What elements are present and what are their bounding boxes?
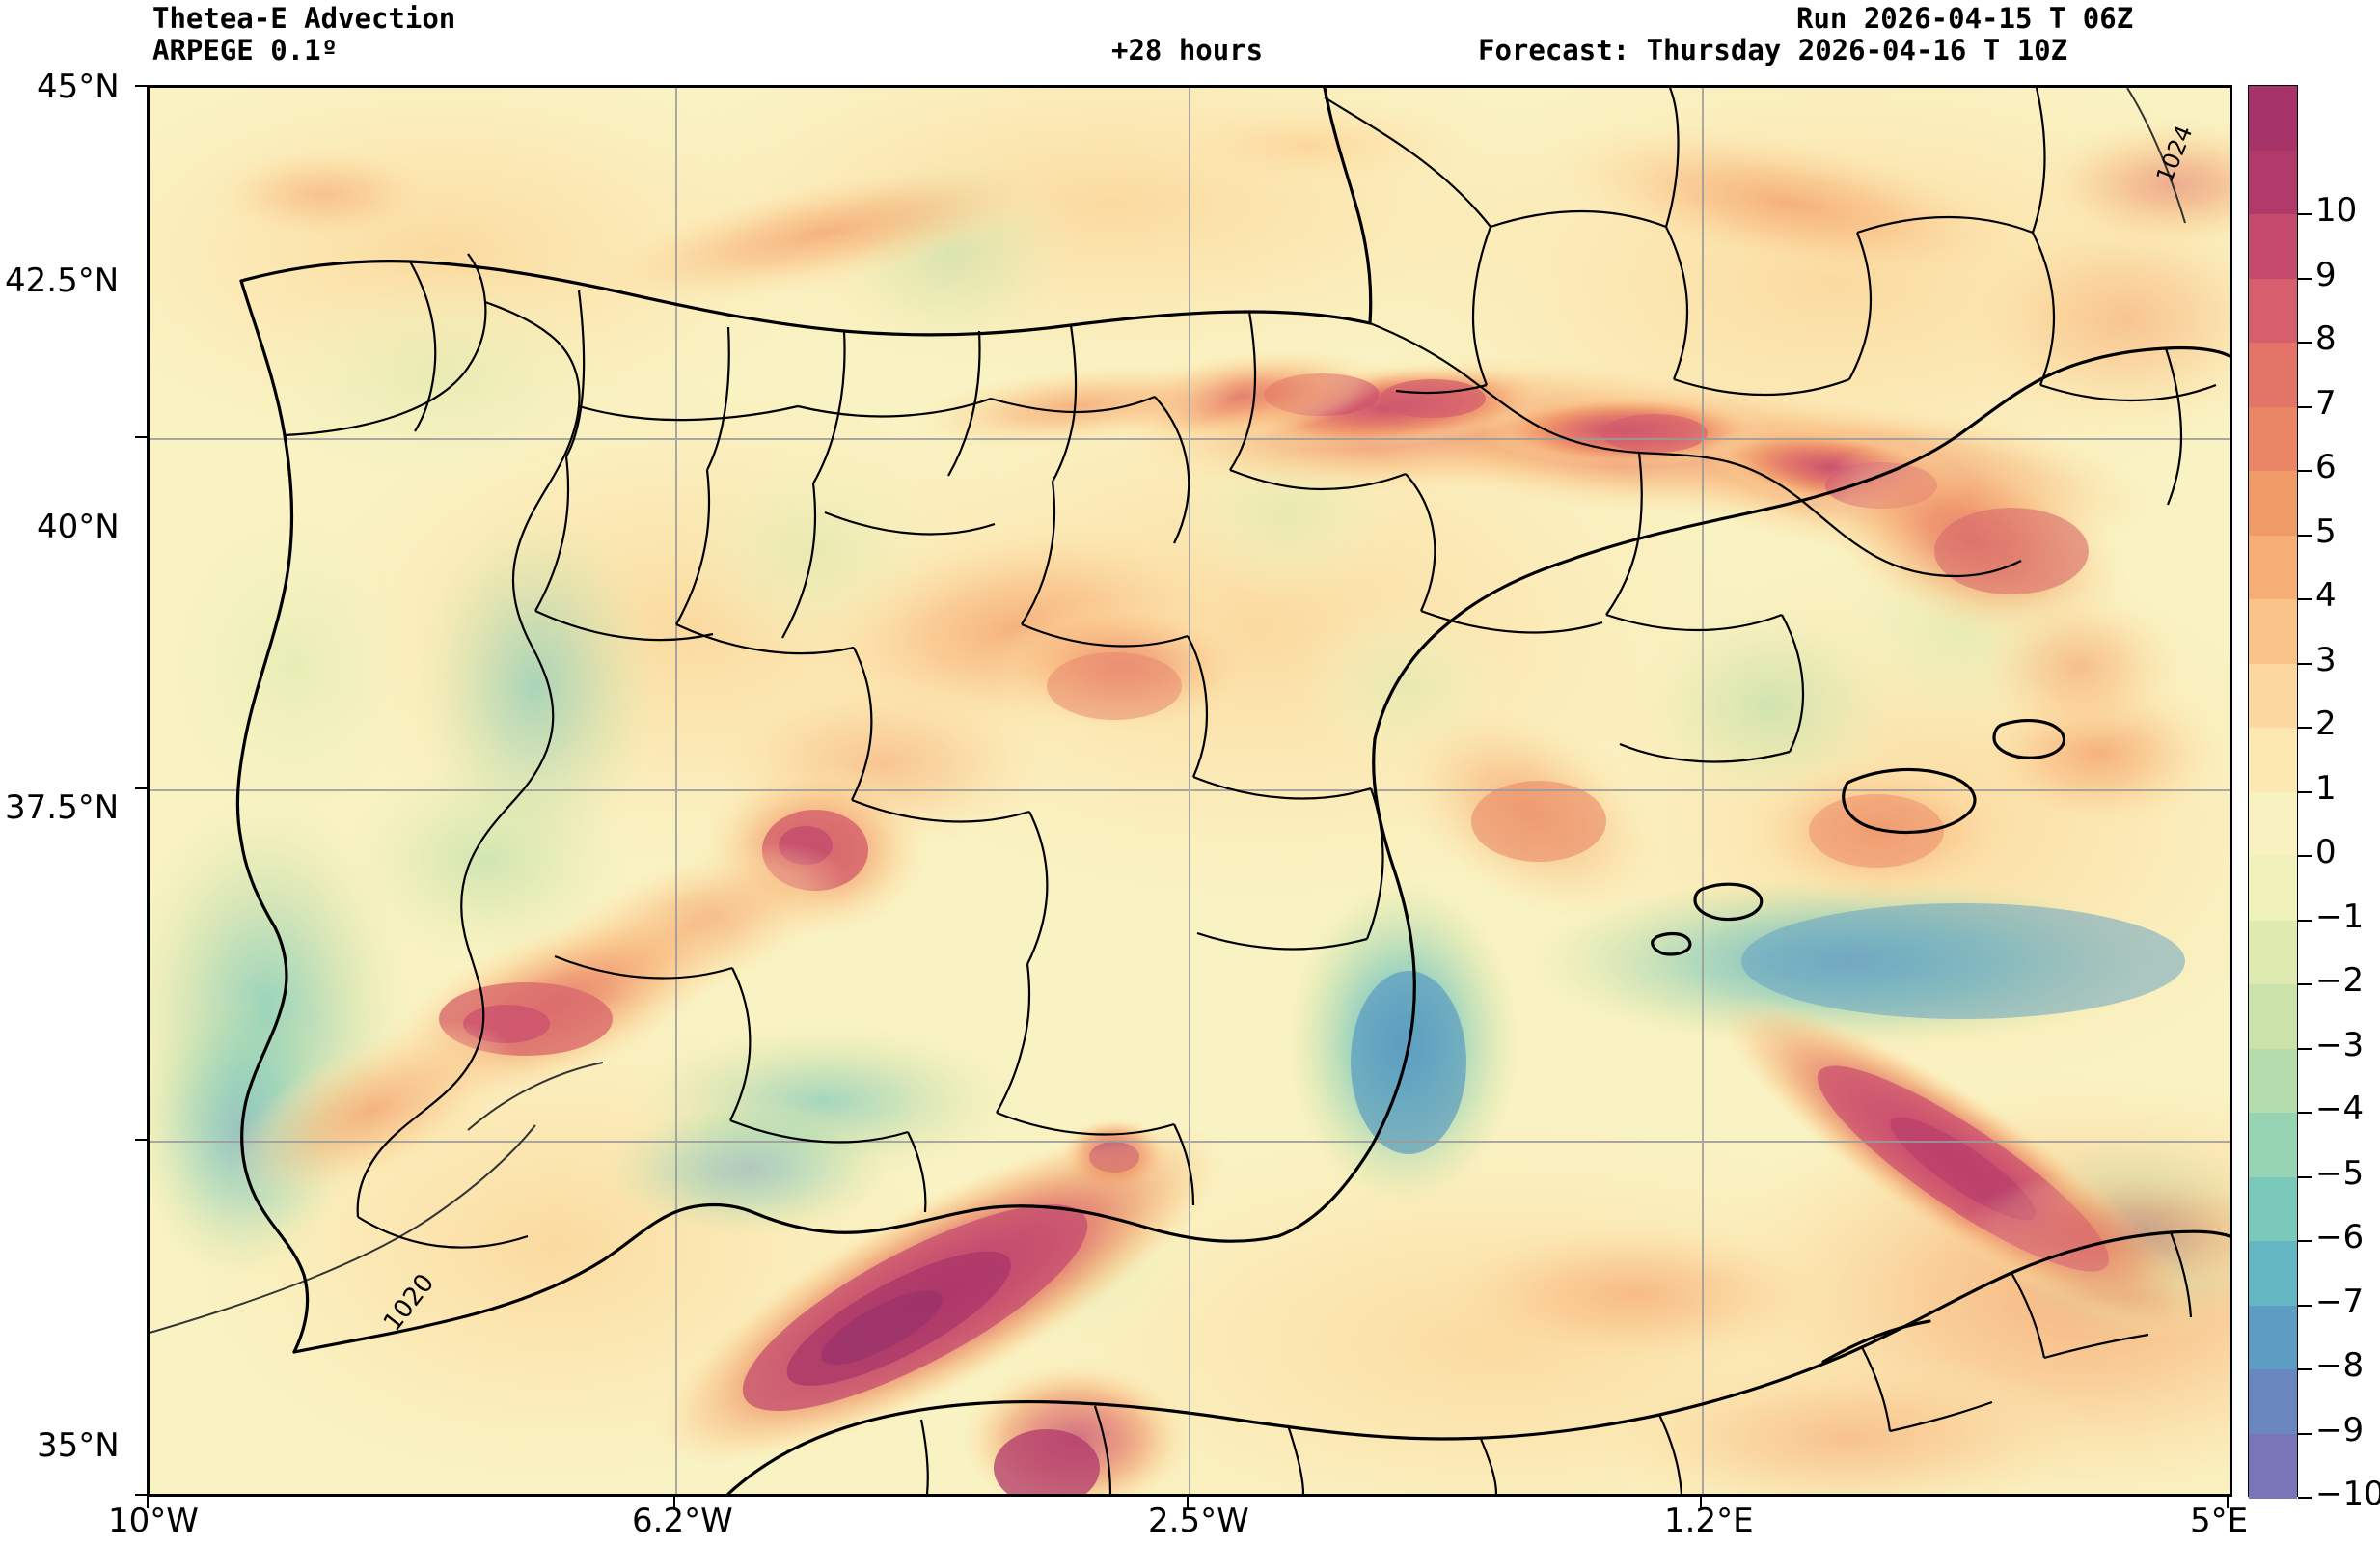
colorbar-tick <box>2298 855 2312 857</box>
ytick-mark-42_5N <box>135 436 147 438</box>
colorbar-label: 2 <box>2315 704 2337 743</box>
xtick-label-10W: 10°W <box>108 1502 199 1540</box>
colorbar-tick <box>2298 790 2312 793</box>
page-title: Thetea-E Advection <box>152 2 456 35</box>
colorbar-segment <box>2249 1241 2297 1307</box>
colorbar-label: 8 <box>2315 319 2337 358</box>
colorbar-segment <box>2249 343 2297 408</box>
graticule <box>150 88 2230 1494</box>
chart-header: Thetea-E Advection ARPEGE 0.1º +28 hours… <box>0 0 2380 67</box>
colorbar-tick <box>2298 1047 2312 1050</box>
xtick-mark-1_2E <box>1700 1497 1702 1508</box>
colorbar-label: −7 <box>2315 1282 2365 1321</box>
colorbar-tick <box>2298 598 2312 600</box>
colorbar-label: −8 <box>2315 1346 2365 1385</box>
colorbar[interactable] <box>2248 85 2298 1499</box>
colorbar-tick <box>2298 1432 2312 1435</box>
colorbar-label: −3 <box>2315 1025 2365 1064</box>
forecast-label: Forecast: Thursday 2026-04-16 T 10Z <box>1478 34 2068 67</box>
colorbar-segment <box>2249 406 2297 472</box>
colorbar-label: 9 <box>2315 255 2337 294</box>
colorbar-segment <box>2249 599 2297 665</box>
xtick-mark-2_5W <box>1187 1497 1189 1508</box>
colorbar-label: −9 <box>2315 1410 2365 1449</box>
colorbar-label: 5 <box>2315 511 2337 551</box>
colorbar-segment <box>2249 1433 2297 1499</box>
model-label: ARPEGE 0.1º <box>152 34 339 67</box>
colorbar-segment <box>2249 1048 2297 1114</box>
colorbar-segment <box>2249 1176 2297 1242</box>
colorbar-label: −2 <box>2315 961 2365 1000</box>
xtick-label-6_2W: 6.2°W <box>632 1502 733 1540</box>
colorbar-label: −1 <box>2315 897 2365 936</box>
colorbar-tick <box>2298 213 2312 215</box>
lead-time-label: +28 hours <box>1111 34 1264 67</box>
colorbar-tick <box>2298 1240 2312 1242</box>
coastline <box>235 88 2230 1494</box>
colorbar-label: 0 <box>2315 833 2337 871</box>
colorbar-segment <box>2249 86 2297 152</box>
colorbar-label: 10 <box>2315 191 2358 230</box>
colorbar-tick <box>2298 1497 2312 1499</box>
colorbar-segment <box>2249 278 2297 344</box>
colorbar-tick <box>2298 405 2312 408</box>
colorbar-segment <box>2249 214 2297 280</box>
colorbar-segment <box>2249 1369 2297 1435</box>
colorbar-segment <box>2249 535 2297 600</box>
colorbar-segment <box>2249 150 2297 215</box>
colorbar-label: −10 <box>2315 1475 2380 1513</box>
run-label: Run 2026-04-15 T 06Z <box>1796 2 2134 35</box>
colorbar-tick <box>2298 342 2312 344</box>
colorbar-segment <box>2249 791 2297 857</box>
colorbar-label: 3 <box>2315 640 2337 679</box>
colorbar-tick <box>2298 983 2312 985</box>
colorbar-tick <box>2298 662 2312 665</box>
colorbar-segment <box>2249 728 2297 793</box>
colorbar-tick <box>2298 1112 2312 1114</box>
colorbar-segment <box>2249 1305 2297 1370</box>
ytick-label-40N: 40°N <box>37 508 120 546</box>
colorbar-tick <box>2298 277 2312 280</box>
colorbar-label: 1 <box>2315 768 2337 808</box>
colorbar-segment <box>2249 856 2297 922</box>
xtick-label-1_2E: 1.2°E <box>1664 1502 1754 1540</box>
colorbar-tick <box>2298 470 2312 472</box>
xtick-mark-10W <box>147 1497 149 1508</box>
map-canvas: 1020 1024 <box>150 88 2230 1494</box>
colorbar-tick <box>2298 727 2312 729</box>
admin-boundaries <box>284 88 2217 1494</box>
ytick-mark-35N <box>135 1494 147 1496</box>
colorbar-segment <box>2249 471 2297 537</box>
colorbar-label: 7 <box>2315 383 2337 423</box>
ytick-mark-45N <box>135 85 147 87</box>
colorbar-segment <box>2249 663 2297 729</box>
xtick-mark-5E <box>2227 1497 2229 1508</box>
xtick-mark-6_2W <box>673 1497 675 1508</box>
ytick-label-35N: 35°N <box>37 1426 120 1465</box>
ytick-mark-40N <box>135 787 147 789</box>
ytick-mark-37_5N <box>135 1139 147 1141</box>
colorbar-tick <box>2298 1175 2312 1178</box>
colorbar-label: −5 <box>2315 1153 2365 1193</box>
colorbar-label: −4 <box>2315 1090 2365 1128</box>
colorbar-segment <box>2249 920 2297 985</box>
colorbar-label: 4 <box>2315 576 2337 615</box>
colorbar-segment <box>2249 1113 2297 1178</box>
colorbar-tick <box>2298 1304 2312 1307</box>
isobar-lines <box>150 88 2186 1334</box>
xtick-label-2_5W: 2.5°W <box>1148 1502 1249 1540</box>
ytick-label-42_5N: 42.5°N <box>5 262 120 300</box>
xtick-label-5E: 5°E <box>2190 1502 2249 1540</box>
colorbar-tick <box>2298 534 2312 537</box>
colorbar-tick <box>2298 1368 2312 1370</box>
colorbar-label: −6 <box>2315 1218 2365 1256</box>
colorbar-tick <box>2298 919 2312 922</box>
colorbar-label: 6 <box>2315 448 2337 486</box>
map-plot-area[interactable]: 1020 1024 <box>147 85 2232 1497</box>
ytick-label-37_5N: 37.5°N <box>5 788 120 827</box>
ytick-label-45N: 45°N <box>37 68 120 106</box>
colorbar-segment <box>2249 984 2297 1050</box>
